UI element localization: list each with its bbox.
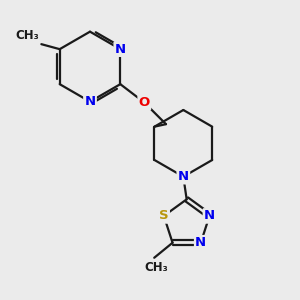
Text: S: S xyxy=(159,209,169,222)
Text: N: N xyxy=(84,95,96,108)
Text: N: N xyxy=(195,236,206,249)
Text: N: N xyxy=(204,209,215,222)
Text: N: N xyxy=(178,170,189,183)
Text: CH₃: CH₃ xyxy=(144,261,168,274)
Text: CH₃: CH₃ xyxy=(15,28,39,41)
Text: N: N xyxy=(115,43,126,56)
Text: O: O xyxy=(139,96,150,109)
